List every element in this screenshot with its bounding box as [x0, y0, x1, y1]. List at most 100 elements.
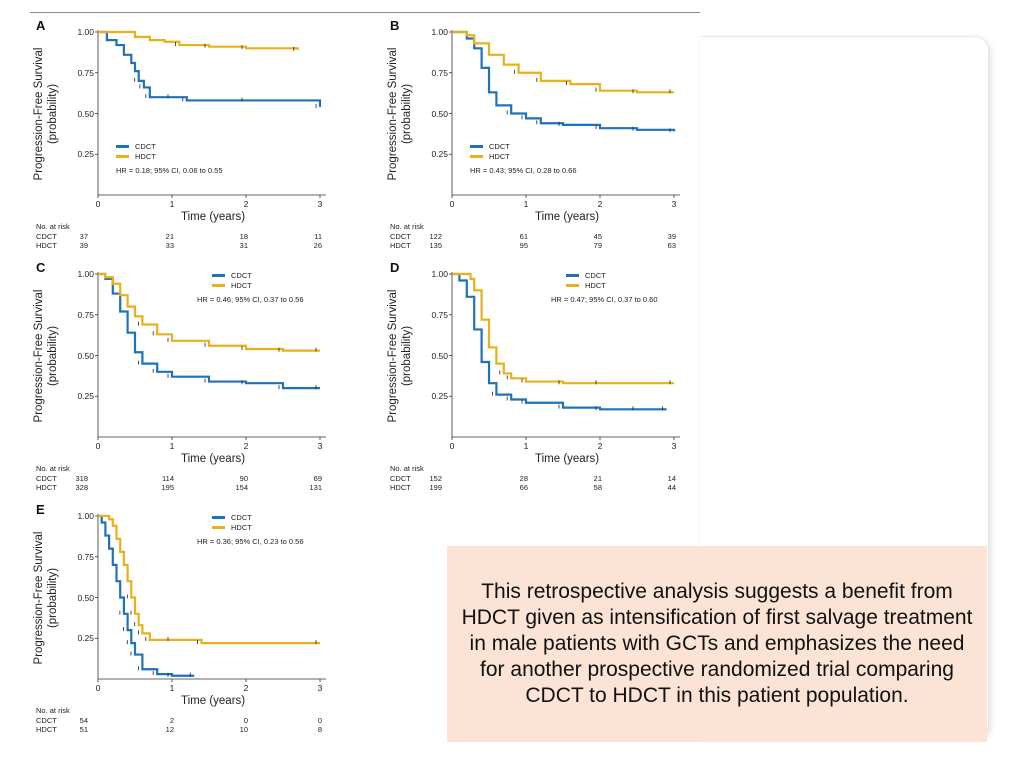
y-axis-label-line2: (probability) [47, 325, 59, 387]
legend: CDCT HDCT [212, 512, 252, 532]
y-axis-label-line1: Progression-Free Survival [33, 47, 45, 181]
x-tick-label: 2 [243, 199, 249, 209]
legend-label: HDCT [231, 280, 252, 290]
y-tick-label: 0.75 [77, 67, 94, 78]
x-tick-label: 0 [95, 199, 101, 209]
legend-swatch-cdct [212, 273, 225, 277]
risk-row-label: CDCT [36, 716, 57, 725]
y-tick-label: 0.50 [431, 350, 448, 361]
legend-label: HDCT [585, 280, 606, 290]
y-axis-label-line1: Progression-Free Survival [387, 47, 399, 181]
y-tick-label: 0.75 [431, 309, 448, 320]
y-tick-label: 0.25 [431, 391, 448, 402]
x-tick-label: 2 [597, 199, 603, 209]
legend-entry-cdct: CDCT [212, 270, 252, 280]
x-tick-label: 1 [169, 441, 175, 451]
y-tick-label: 0.75 [77, 551, 94, 562]
panel-letter: A [36, 18, 46, 33]
risk-count: 0 [317, 716, 322, 725]
legend-entry-hdct: HDCT [470, 151, 510, 161]
y-axis-label-line2: (probability) [401, 83, 413, 145]
risk-count: 28 [519, 474, 528, 483]
risk-count: 44 [667, 483, 676, 492]
x-tick-label: 3 [671, 199, 677, 209]
panel-letter: C [36, 260, 46, 275]
risk-count: 152 [429, 474, 442, 483]
km-curve-cdct [98, 272, 320, 390]
x-tick-label: 1 [169, 199, 175, 209]
x-tick-label: 2 [243, 683, 249, 693]
km-panel-a: A Progression-Free Survival (probability) 1… [33, 18, 366, 250]
y-axis-label: Progression-Free Survival (probability) [386, 286, 422, 426]
legend-label: CDCT [231, 270, 252, 280]
y-axis-label-line1: Progression-Free Survival [33, 289, 45, 423]
y-axis-label: Progression-Free Survival (probability) [32, 44, 68, 184]
x-tick-label: 2 [597, 441, 603, 451]
risk-count: 33 [165, 241, 174, 250]
risk-table-title: No. at risk [36, 464, 70, 473]
legend-label: HDCT [489, 151, 510, 161]
y-tick-label: 0.50 [77, 108, 94, 119]
summary-text: This retrospective analysis suggests a b… [461, 580, 973, 707]
risk-count: 39 [79, 241, 88, 250]
risk-row-label: CDCT [36, 474, 57, 483]
km-panel-d: D Progression-Free Survival (probability) 1… [387, 260, 720, 492]
summary-callout: This retrospective analysis suggests a b… [447, 546, 987, 742]
x-tick-label: 0 [95, 683, 101, 693]
legend-entry-hdct: HDCT [116, 151, 156, 161]
risk-count: 10 [239, 725, 248, 734]
legend-swatch-cdct [566, 273, 579, 277]
x-tick-label: 1 [523, 199, 529, 209]
x-tick-label: 2 [243, 441, 249, 451]
legend-swatch-cdct [116, 144, 129, 148]
legend-swatch-hdct [566, 283, 579, 287]
risk-row-label: HDCT [36, 725, 57, 734]
risk-count: 61 [519, 232, 528, 241]
km-curve-hdct [98, 30, 299, 50]
risk-count: 79 [593, 241, 602, 250]
km-panel-b: B Progression-Free Survival (probability) 1… [387, 18, 720, 250]
y-tick-label: 0.50 [77, 350, 94, 361]
risk-row-label: HDCT [36, 241, 57, 250]
risk-count: 54 [79, 716, 88, 725]
km-curve-cdct [98, 30, 322, 107]
risk-row-label: HDCT [36, 483, 57, 492]
legend-label: HDCT [135, 151, 156, 161]
plot-area [95, 272, 326, 440]
risk-count: 58 [593, 483, 602, 492]
x-tick-label: 0 [449, 441, 455, 451]
y-tick-label: 0.50 [431, 108, 448, 119]
legend-entry-cdct: CDCT [116, 141, 156, 151]
km-curve-hdct [98, 272, 320, 352]
risk-row-label: HDCT [390, 241, 411, 250]
risk-table-title: No. at risk [390, 464, 424, 473]
legend: CDCT HDCT [116, 141, 156, 161]
legend-label: CDCT [135, 141, 156, 151]
risk-count: 31 [239, 241, 248, 250]
legend-label: CDCT [585, 270, 606, 280]
y-tick-label: 0.25 [77, 149, 94, 160]
risk-count: 66 [519, 483, 528, 492]
y-axis-label-line2: (probability) [47, 83, 59, 145]
risk-count: 63 [667, 241, 676, 250]
panel-letter: D [390, 260, 400, 275]
km-curve-cdct [452, 272, 667, 411]
legend-swatch-hdct [212, 525, 225, 529]
risk-count: 195 [161, 483, 174, 492]
legend-swatch-hdct [470, 154, 483, 158]
legend-label: CDCT [231, 512, 252, 522]
y-tick-label: 1.00 [431, 27, 448, 37]
risk-count: 8 [317, 725, 322, 734]
x-axis-label: Time (years) [181, 453, 246, 465]
risk-count: 37 [79, 232, 88, 241]
km-panel-c: C Progression-Free Survival (probability) 1… [33, 260, 366, 492]
risk-row-label: HDCT [390, 483, 411, 492]
legend-swatch-cdct [212, 515, 225, 519]
y-tick-label: 1.00 [77, 269, 94, 279]
legend-entry-hdct: HDCT [566, 280, 606, 290]
legend-label: HDCT [231, 522, 252, 532]
risk-count: 318 [75, 474, 88, 483]
km-curve-cdct [98, 514, 195, 677]
hazard-ratio-text: HR = 0.47; 95% CI, 0.37 to 0.60 [551, 295, 658, 304]
risk-count: 90 [239, 474, 248, 483]
